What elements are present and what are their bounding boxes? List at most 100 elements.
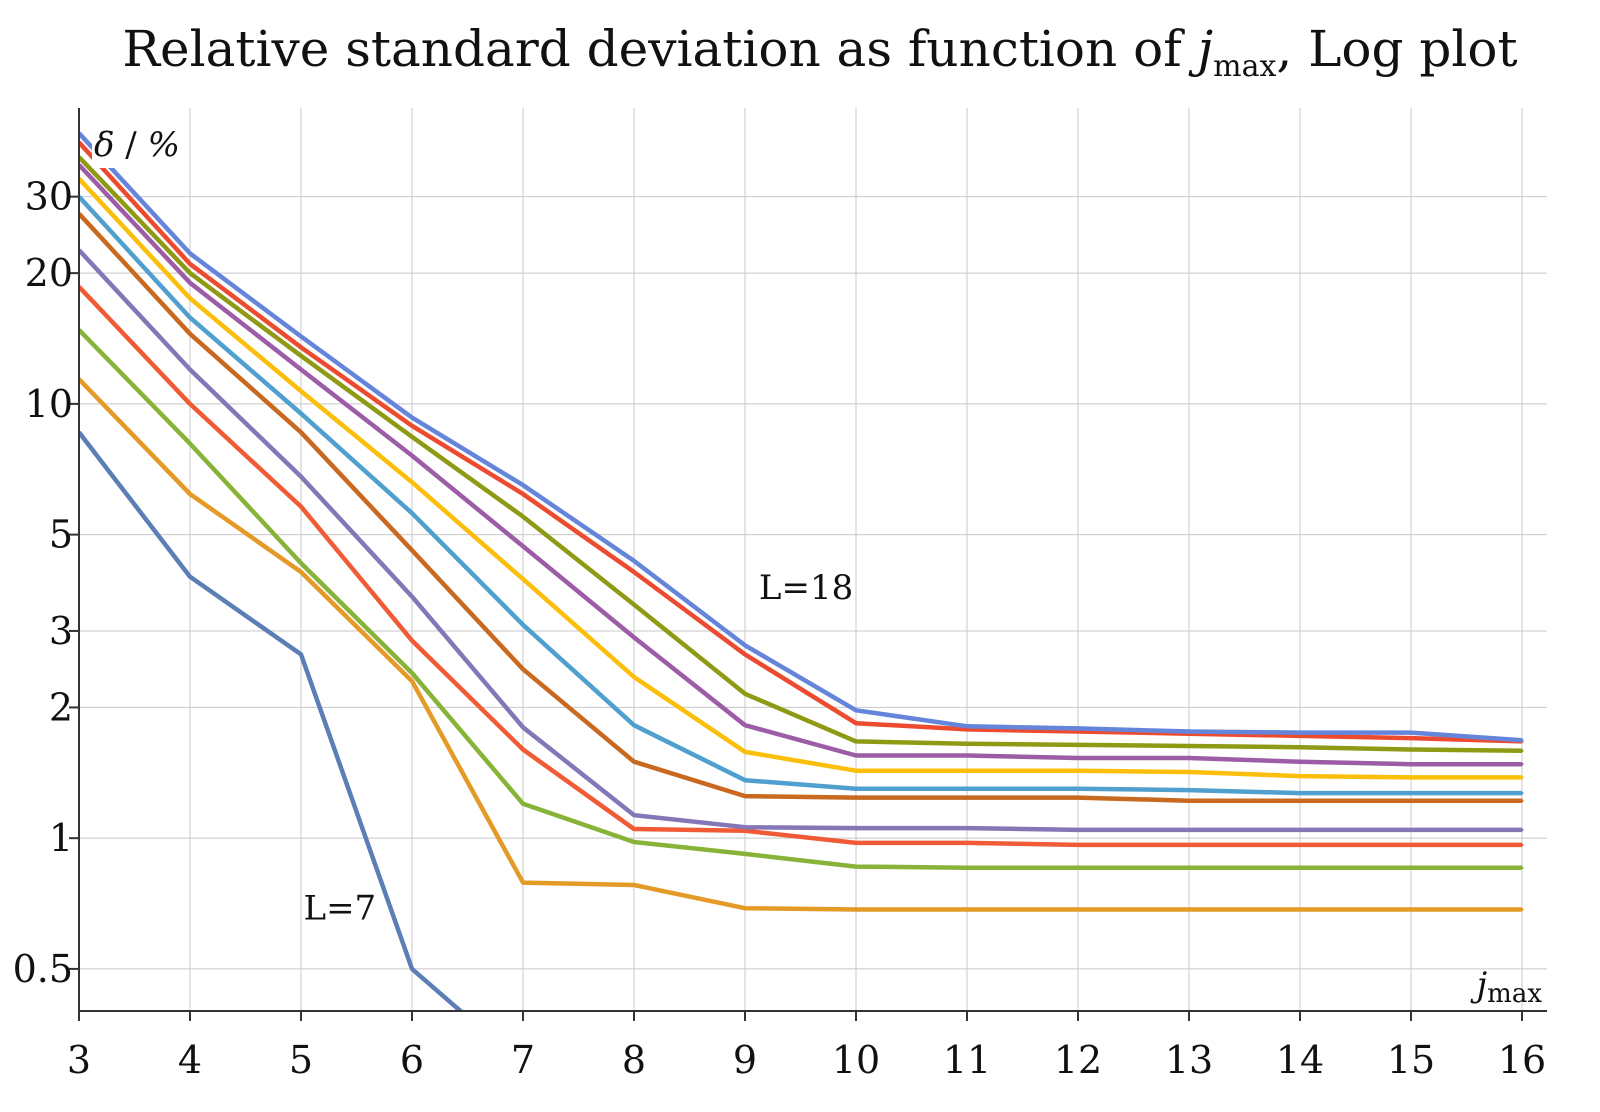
data-point	[188, 368, 192, 371]
y-tick-label: 0.5	[13, 947, 73, 991]
data-point	[632, 813, 636, 817]
data-point	[188, 332, 192, 336]
x-axis-label-variable: j	[1470, 965, 1488, 1005]
annotation-label: L=7	[303, 888, 376, 928]
data-point	[1187, 843, 1191, 847]
x-tick-label: 8	[622, 1038, 646, 1082]
data-point	[410, 511, 414, 515]
data-point	[1187, 756, 1191, 760]
x-tick-label: 3	[67, 1038, 91, 1082]
data-point	[1187, 744, 1191, 748]
data-point	[854, 865, 858, 869]
y-axis-label-unit: %	[148, 125, 180, 165]
data-point	[1187, 866, 1191, 870]
data-point	[188, 442, 192, 446]
data-point	[299, 412, 303, 415]
data-point	[632, 570, 636, 574]
x-tick-label: 14	[1276, 1038, 1324, 1082]
data-point	[854, 754, 858, 757]
data-point	[1076, 908, 1080, 911]
data-point	[632, 760, 636, 764]
data-point	[1520, 791, 1524, 795]
data-point	[299, 561, 303, 565]
data-point	[854, 787, 858, 791]
data-point	[1076, 866, 1080, 870]
data-point	[1076, 756, 1080, 760]
data-point	[299, 389, 303, 393]
x-tick-label: 6	[400, 1038, 424, 1082]
x-tick-label: 11	[943, 1038, 991, 1082]
data-point	[410, 424, 414, 428]
data-point	[743, 794, 747, 798]
data-point	[1409, 843, 1413, 847]
data-point	[632, 883, 636, 887]
data-point	[965, 769, 969, 773]
data-point	[854, 826, 858, 830]
data-point	[1520, 866, 1524, 870]
data-point	[854, 908, 858, 911]
x-tick-label: 4	[178, 1038, 202, 1082]
data-point	[1409, 791, 1413, 795]
data-point	[965, 866, 969, 870]
data-point	[1409, 775, 1413, 779]
data-point	[410, 435, 414, 439]
data-point	[1187, 828, 1191, 832]
data-point	[1520, 843, 1524, 847]
data-point	[1409, 748, 1413, 751]
data-point	[1076, 726, 1080, 730]
data-point	[521, 577, 525, 581]
data-point	[743, 829, 747, 833]
data-point	[1520, 738, 1524, 742]
data-point	[1520, 908, 1524, 911]
y-axis-label: δ / %	[94, 125, 180, 165]
series-line-l-13	[79, 195, 1522, 796]
series-line-l-12	[79, 212, 1522, 803]
data-point	[1298, 774, 1302, 778]
data-point	[632, 827, 636, 831]
data-point	[1409, 799, 1413, 803]
series-line-l-10	[79, 285, 1522, 848]
data-point	[1187, 730, 1191, 733]
data-point	[854, 739, 858, 743]
axis-labels: δ / % jmax	[92, 122, 1542, 1009]
title-subscript: max	[1213, 49, 1276, 84]
data-point	[1298, 745, 1302, 749]
data-point	[188, 316, 192, 320]
data-point	[1298, 731, 1302, 735]
data-point	[854, 721, 858, 725]
data-point	[965, 727, 969, 731]
data-point	[743, 906, 747, 910]
y-axis-label-separator: /	[114, 125, 147, 165]
data-point	[632, 723, 636, 727]
y-axis-label-symbol: δ	[94, 125, 114, 165]
data-point	[1409, 828, 1413, 832]
data-point	[1076, 828, 1080, 832]
data-point	[854, 841, 858, 845]
data-point	[1076, 787, 1080, 791]
data-point	[521, 544, 525, 548]
axes	[69, 108, 1547, 1021]
series-line-l-15	[79, 163, 1522, 767]
data-point	[1298, 908, 1302, 911]
title-tail: , Log plot	[1276, 20, 1517, 78]
data-point	[1076, 843, 1080, 847]
data-point	[965, 841, 969, 845]
data-point	[188, 262, 192, 266]
data-point	[1187, 908, 1191, 911]
data-point	[1298, 843, 1302, 847]
x-tick-label: 15	[1387, 1038, 1435, 1082]
data-point	[1520, 749, 1524, 753]
data-point	[410, 480, 414, 484]
data-point	[521, 725, 525, 729]
data-point	[410, 679, 414, 683]
data-point	[1076, 769, 1080, 773]
data-point	[854, 708, 858, 712]
data-point	[743, 643, 747, 647]
data-point	[1076, 796, 1080, 800]
data-point	[521, 667, 525, 671]
data-point	[1298, 799, 1302, 803]
data-point	[743, 750, 747, 754]
data-point	[1520, 775, 1524, 779]
